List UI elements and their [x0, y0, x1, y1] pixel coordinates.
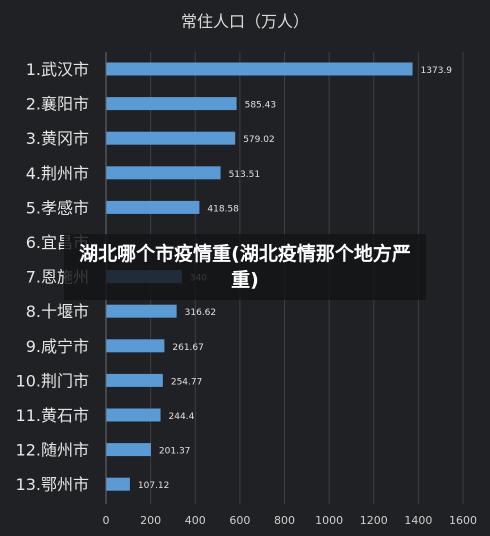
bar: [106, 62, 413, 76]
category-label: 1.武汉市: [26, 60, 89, 79]
value-label: 1373.9: [421, 66, 453, 76]
category-label: 3.黄冈市: [26, 129, 89, 148]
chart-title: 常住人口（万人）: [181, 12, 309, 31]
bar: [106, 373, 163, 387]
value-label: 201.37: [159, 447, 191, 457]
bar: [106, 443, 151, 457]
value-label: 579.02: [243, 135, 275, 145]
bar: [106, 477, 130, 491]
bar: [106, 339, 165, 353]
category-label: 13.鄂州市: [16, 475, 89, 494]
bar: [106, 166, 221, 180]
x-tick-label: 1000: [315, 514, 343, 527]
x-tick-label: 600: [229, 514, 250, 527]
x-tick-label: 800: [274, 514, 295, 527]
category-label: 11.黄石市: [16, 406, 89, 425]
x-tick-label: 0: [103, 514, 110, 527]
value-label: 585.43: [245, 101, 277, 111]
bar: [106, 408, 161, 422]
category-label: 2.襄阳市: [26, 95, 89, 114]
category-label: 8.十堰市: [26, 302, 89, 321]
value-label: 261.67: [172, 343, 204, 353]
value-label: 254.77: [171, 377, 203, 387]
x-tick-label: 200: [140, 514, 161, 527]
category-label: 5.孝感市: [26, 198, 89, 217]
value-label: 244.4: [169, 412, 195, 422]
x-tick-label: 1200: [360, 514, 388, 527]
x-tick-label: 400: [185, 514, 206, 527]
x-tick-label: 1600: [449, 514, 477, 527]
x-tick-label: 1400: [404, 514, 432, 527]
overlay-text: 湖北哪个市疫情重(湖北疫情那个地方严重): [79, 243, 411, 291]
category-label: 9.咸宁市: [26, 337, 89, 356]
bar: [106, 97, 237, 111]
bar: [106, 131, 236, 145]
bar: [106, 200, 200, 214]
category-label: 12.随州市: [16, 441, 89, 460]
category-label: 4.荆州市: [26, 164, 89, 183]
bar: [106, 304, 177, 318]
value-label: 513.51: [229, 170, 260, 180]
category-label: 10.荆门市: [16, 371, 89, 390]
value-label: 107.12: [138, 481, 170, 491]
watermark-overlay: 湖北哪个市疫情重(湖北疫情那个地方严重): [64, 234, 426, 300]
value-label: 316.62: [185, 308, 217, 318]
value-label: 418.58: [207, 204, 239, 214]
